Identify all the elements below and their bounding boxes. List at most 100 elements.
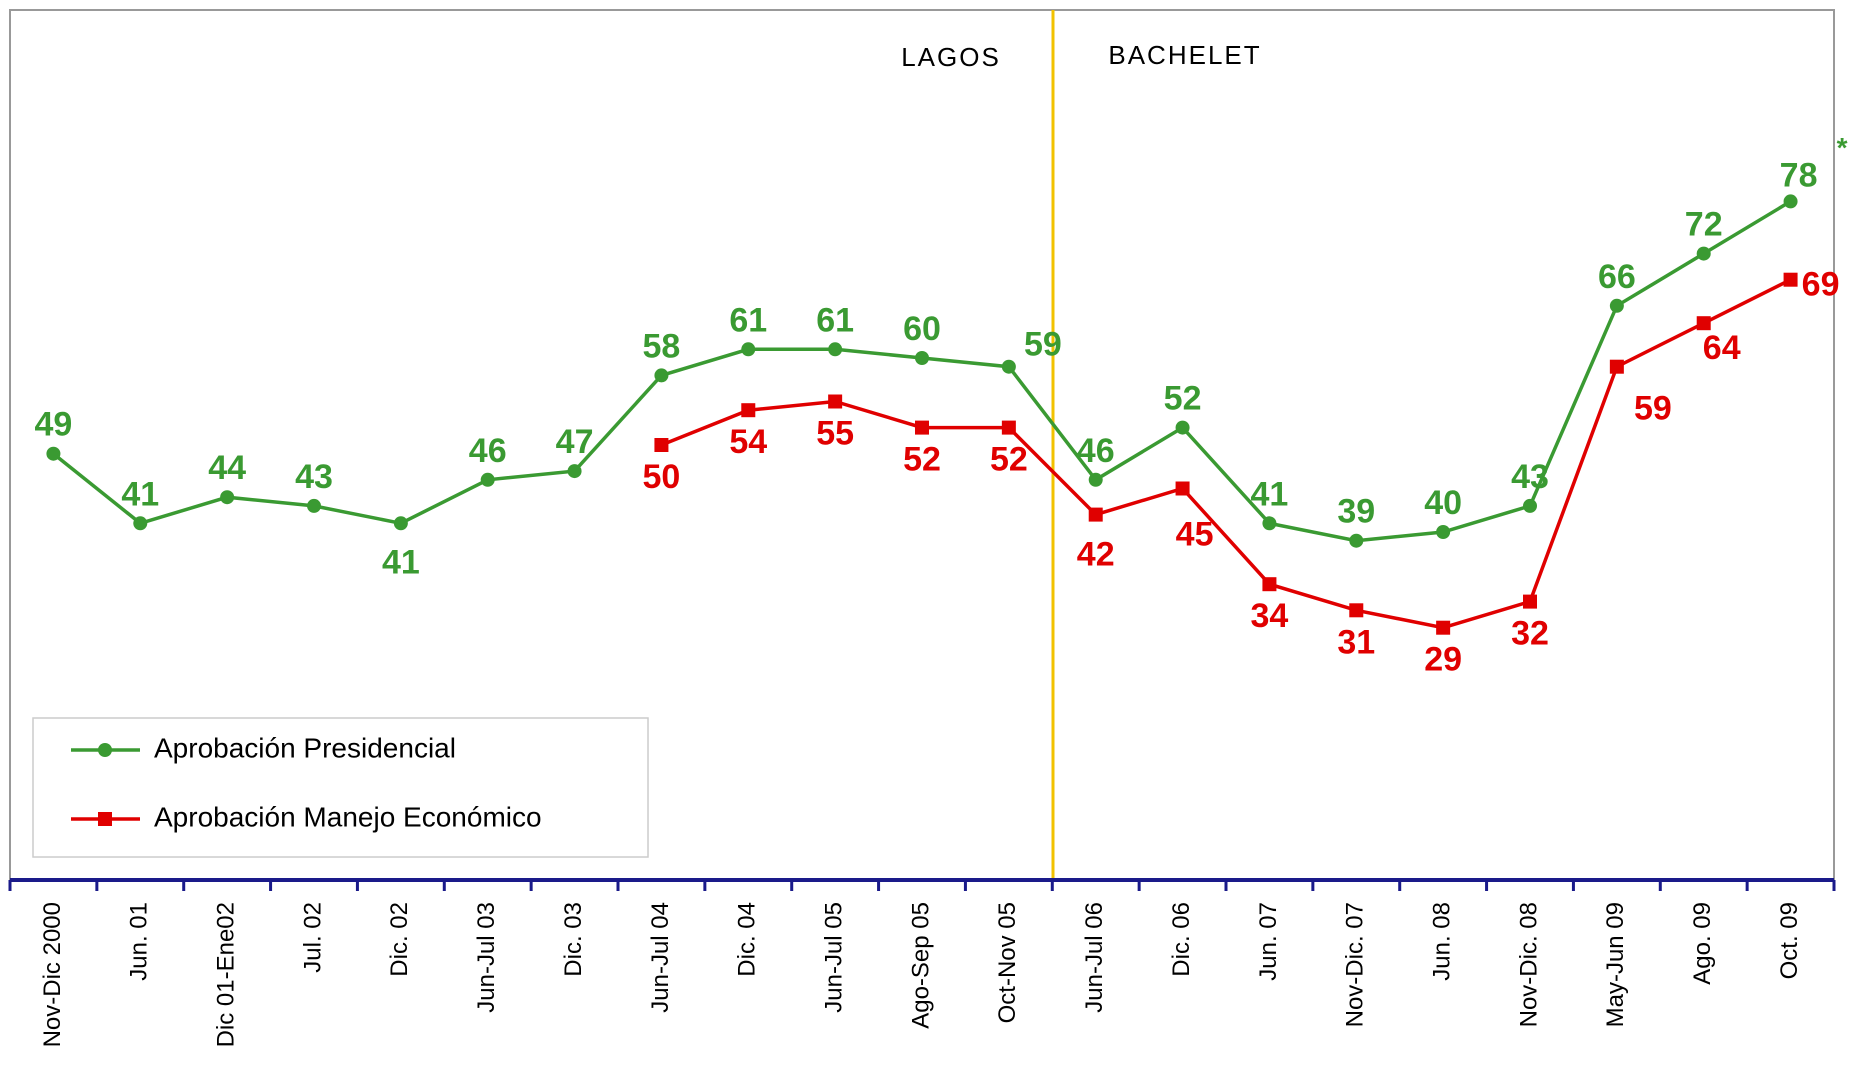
point (915, 351, 929, 365)
x-tick-label: Jun-Jul 03 (473, 902, 500, 1013)
data-label: 69 (1802, 266, 1840, 304)
point (1783, 272, 1798, 287)
data-label: 43 (1511, 458, 1549, 496)
point (915, 420, 929, 435)
data-label: 64 (1703, 329, 1741, 367)
point (480, 472, 495, 487)
point (133, 516, 148, 531)
point (741, 403, 756, 418)
period-label: BACHELET (1108, 40, 1261, 70)
x-tick-label: Nov-Dic 2000 (39, 902, 66, 1047)
point (1609, 359, 1624, 374)
x-tick-label: Dic. 02 (386, 902, 413, 977)
point (1088, 472, 1103, 487)
data-label: 43 (295, 458, 333, 496)
data-label: 49 (35, 406, 73, 444)
period-label: LAGOS (901, 42, 1001, 72)
data-label: 61 (816, 301, 854, 339)
data-label: 46 (469, 432, 507, 470)
data-label: 42 (1077, 536, 1115, 574)
legend-label: Aprobación Presidencial (154, 732, 456, 763)
data-label: 50 (643, 458, 681, 496)
point (1436, 525, 1451, 539)
data-label: 55 (816, 414, 854, 452)
data-label: 47 (556, 423, 594, 461)
point (98, 812, 112, 826)
data-label: 41 (382, 543, 420, 581)
x-tick-label: Dic 01-Ene02 (212, 902, 239, 1047)
data-label: 52 (990, 441, 1028, 479)
point (46, 446, 61, 461)
point (1783, 194, 1798, 209)
x-tick-label: Oct-Nov 05 (994, 902, 1021, 1023)
data-label: 52 (903, 441, 941, 479)
point (1001, 359, 1016, 374)
point (1088, 507, 1103, 522)
data-label: 72 (1685, 206, 1723, 244)
point (393, 516, 408, 531)
data-label: 60 (903, 310, 941, 348)
point (1175, 481, 1190, 496)
point (567, 464, 582, 479)
point (654, 368, 669, 383)
point (1523, 498, 1537, 513)
point (1696, 316, 1711, 331)
data-label: 34 (1251, 597, 1289, 635)
data-label: 41 (121, 475, 159, 513)
point (1262, 577, 1277, 592)
point (307, 498, 321, 513)
point (1696, 246, 1711, 261)
series-line (660, 278, 1792, 630)
point (1349, 533, 1364, 548)
x-tick-label: Jun-Jul 04 (647, 902, 674, 1013)
data-label: 39 (1337, 493, 1375, 531)
data-label: 59 (1634, 390, 1672, 428)
x-tick-label: Dic. 06 (1168, 902, 1195, 977)
legend (32, 717, 649, 858)
point (1436, 620, 1451, 635)
data-label: 31 (1337, 623, 1375, 661)
data-label: 58 (643, 327, 681, 365)
x-tick-label: Jun. 08 (1428, 902, 1455, 981)
x-tick-label: Jun. 01 (126, 902, 153, 981)
x-tick-label: Jul. 02 (299, 902, 326, 973)
data-label: 32 (1511, 615, 1549, 653)
x-tick-label: Nov-Dic. 07 (1342, 902, 1369, 1027)
data-label: 44 (208, 449, 246, 487)
point (98, 743, 112, 757)
data-label: 45 (1176, 515, 1214, 553)
x-tick-label: Jun-Jul 06 (1081, 902, 1108, 1013)
legend-label: Aprobación Manejo Económico (154, 801, 542, 832)
x-tick-label: Nov-Dic. 08 (1515, 902, 1542, 1027)
data-label: 52 (1164, 380, 1202, 418)
data-label: 66 (1598, 258, 1636, 296)
point (1001, 420, 1016, 435)
data-label: 40 (1424, 484, 1462, 522)
x-tick-label: Ago-Sep 05 (907, 902, 934, 1029)
x-tick-label: Oct. 09 (1776, 902, 1803, 979)
point (1262, 516, 1277, 531)
point (828, 394, 843, 409)
data-label: 61 (729, 301, 767, 339)
data-label: 41 (1251, 475, 1289, 513)
data-label: 59 (1024, 326, 1062, 364)
data-label: 78 (1780, 156, 1818, 194)
x-tick-label: May-Jun 09 (1602, 902, 1629, 1027)
x-tick-label: Dic. 03 (560, 902, 587, 977)
point (1609, 298, 1624, 313)
point (828, 342, 843, 357)
point (220, 490, 235, 505)
data-label: 54 (729, 423, 767, 461)
point (654, 438, 669, 452)
data-label: 46 (1077, 432, 1115, 470)
data-label: 29 (1424, 641, 1462, 679)
point (1523, 594, 1537, 609)
x-tick-label: Jun. 07 (1255, 902, 1282, 981)
point (1175, 420, 1190, 435)
point (741, 342, 756, 357)
point (1349, 603, 1364, 618)
x-tick-label: Jun-Jul 05 (820, 902, 847, 1013)
x-tick-label: Dic. 04 (734, 902, 761, 977)
